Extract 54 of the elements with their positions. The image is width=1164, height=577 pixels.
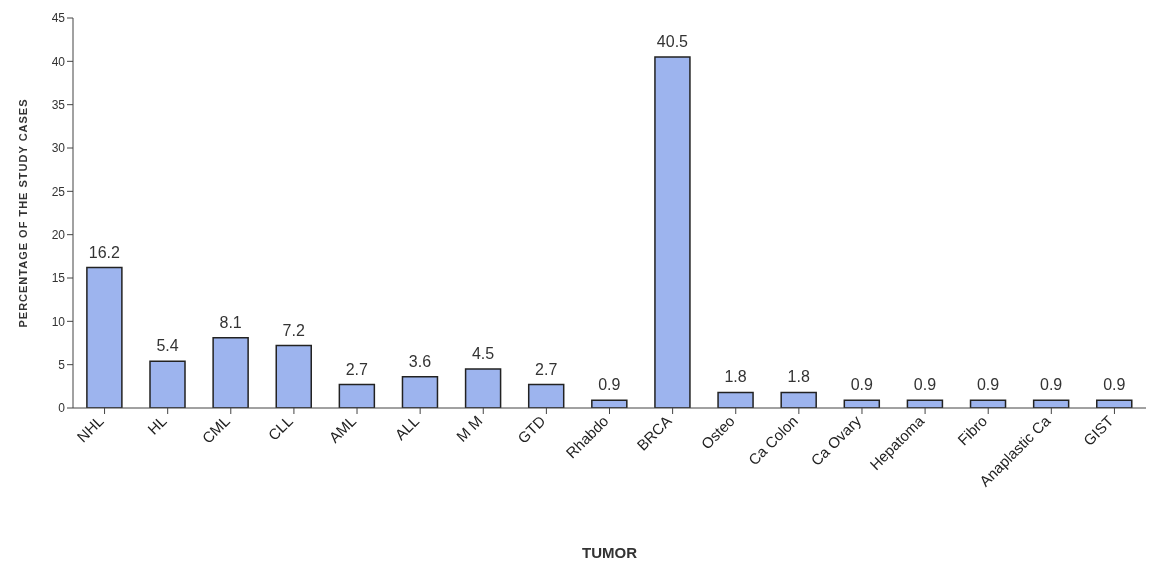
bar (1032, 399, 1070, 408)
y-tick-label: 30 (51, 141, 66, 156)
x-tick-label: M M (452, 412, 486, 445)
y-tick-label: 25 (51, 184, 66, 199)
y-tick-label: 0 (58, 401, 66, 416)
bar (843, 399, 881, 408)
x-tick-label: NHL (73, 412, 107, 446)
y-axis-title: PERCENTAGE OF THE STUDY CASES (16, 98, 29, 328)
x-tick-label: GTD (514, 411, 549, 447)
x-tick-label: CLL (264, 412, 297, 444)
x-tick-label: HL (144, 412, 170, 438)
y-tick-label: 40 (51, 54, 66, 69)
data-label: 0.9 (913, 376, 937, 394)
data-label: 1.8 (787, 368, 810, 386)
data-label: 8.1 (219, 313, 242, 331)
data-label: 2.7 (345, 360, 369, 378)
data-label: 3.6 (408, 352, 432, 370)
y-tick-label: 5 (58, 357, 66, 372)
data-label: 40.5 (656, 33, 689, 50)
data-label: 5.4 (156, 337, 179, 355)
bar (338, 383, 376, 408)
data-label: 4.5 (471, 345, 495, 362)
data-label: 0.9 (850, 376, 874, 394)
bar (464, 368, 502, 408)
x-axis-title: TUMOR (582, 544, 638, 561)
bar (1096, 399, 1133, 408)
bar (780, 391, 817, 408)
bar (591, 399, 628, 408)
bar (527, 383, 565, 408)
data-label: 0.9 (1040, 376, 1063, 394)
bar (969, 399, 1007, 408)
data-label: 0.9 (1103, 376, 1126, 394)
data-label: 7.2 (282, 321, 305, 339)
y-tick-label: 45 (51, 11, 66, 26)
data-label: 16.2 (88, 243, 121, 261)
y-tick-label: 35 (51, 97, 66, 112)
bar (906, 399, 944, 408)
bar (212, 337, 249, 408)
data-label: 1.8 (724, 368, 747, 386)
bar (86, 266, 123, 408)
y-tick-label: 15 (51, 271, 66, 286)
y-tick-label: 10 (51, 314, 66, 329)
x-tick-label: AML (325, 412, 360, 446)
bar (654, 56, 691, 408)
x-tick-label: ALL (391, 412, 423, 443)
bar (717, 391, 754, 408)
bar (149, 360, 186, 408)
data-label: 0.9 (976, 376, 1000, 394)
y-tick-label: 20 (51, 227, 66, 242)
bar (401, 376, 439, 408)
data-label: 2.7 (535, 360, 558, 378)
bar (275, 344, 312, 408)
x-tick-label: CML (198, 412, 233, 447)
data-label: 0.9 (598, 376, 621, 394)
